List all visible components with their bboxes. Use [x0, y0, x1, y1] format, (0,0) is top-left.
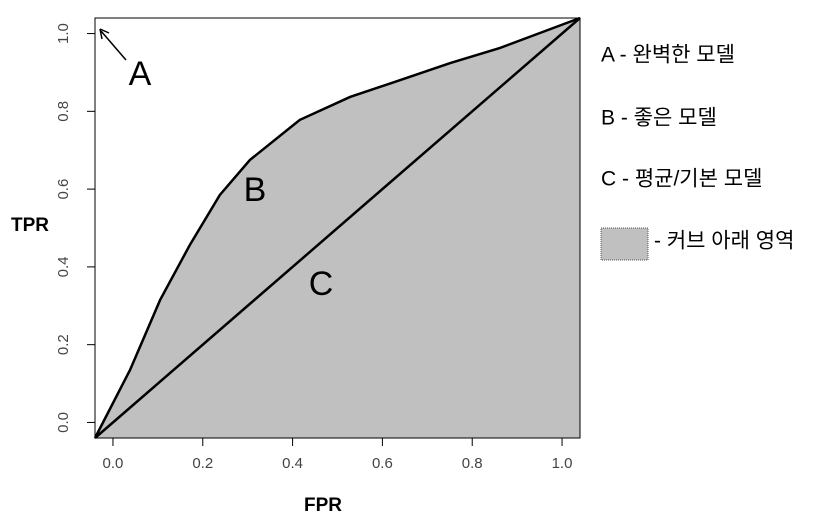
y-tick-label: 0.6 [55, 179, 72, 200]
x-tick-label: 0.4 [282, 455, 303, 472]
y-tick-label: 0.2 [55, 334, 72, 355]
y-tick-label: 0.4 [55, 256, 72, 277]
legend-entry: - 커브 아래 영역 [654, 230, 794, 253]
y-axis-label: TPR [11, 215, 49, 236]
x-tick-label: 0.0 [103, 455, 124, 472]
curve-line [94, 17, 581, 439]
legend-entry: B - 좋은 모델 [601, 107, 717, 130]
plot-frame [94, 17, 581, 439]
legend-entry: A - 완벽한 모델 [601, 44, 735, 67]
y-tick-label: 1.0 [55, 23, 72, 44]
annotation-arrow [100, 30, 127, 61]
legend-entry: C - 평균/기본 모델 [601, 168, 762, 191]
curve-line [93, 16, 581, 439]
annotation: A [129, 55, 152, 93]
x-axis-label: FPR [304, 495, 342, 516]
x-tick-label: 1.0 [552, 455, 573, 472]
x-tick-label: 0.8 [462, 455, 483, 472]
y-tick-label: 0.8 [55, 101, 72, 122]
annotation: C [309, 265, 334, 303]
legend-swatch [600, 227, 649, 261]
x-tick-label: 0.6 [372, 455, 393, 472]
annotation: B [244, 171, 267, 209]
arrow-head [99, 28, 110, 40]
x-tick-label: 0.2 [192, 455, 213, 472]
y-tick-label: 0.0 [55, 412, 72, 433]
